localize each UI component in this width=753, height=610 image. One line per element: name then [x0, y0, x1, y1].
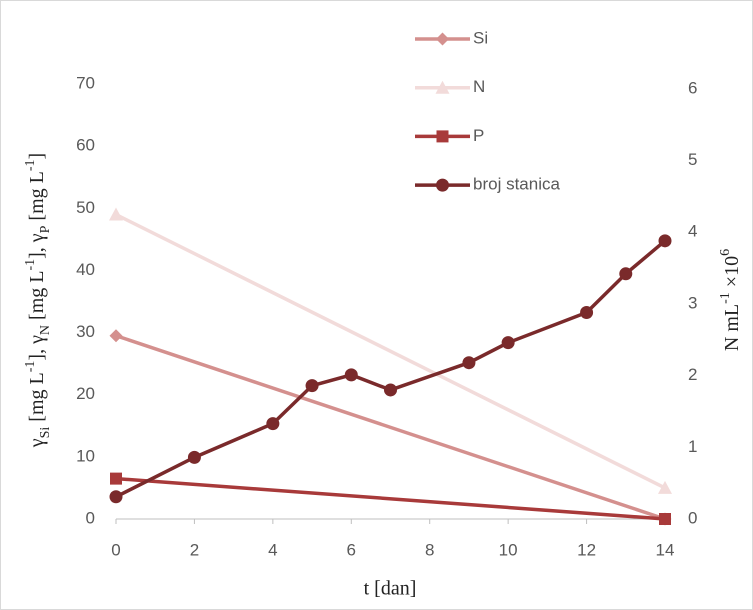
- marker: [436, 130, 449, 143]
- legend-label: Si: [473, 28, 488, 47]
- axis-title-part: γ: [26, 438, 48, 448]
- axis-title-part: [mg L: [26, 171, 48, 225]
- series-line: [115, 476, 666, 521]
- marker: [659, 513, 671, 525]
- axis-title-part: [mg L: [26, 372, 48, 426]
- marker: [109, 207, 123, 221]
- series-line: [115, 334, 666, 521]
- x-tick-label: 2: [190, 540, 199, 559]
- axis-title-part: -1: [23, 361, 38, 373]
- y-tick-label: 60: [76, 136, 95, 155]
- x-axis-title: t [dan]: [364, 578, 417, 600]
- marker: [580, 306, 594, 320]
- axis-title-part: ×10: [721, 256, 743, 292]
- marker: [435, 80, 450, 94]
- axis-title-part: [mg L: [26, 271, 48, 325]
- axis-title-part: ], γ: [26, 335, 48, 361]
- x-tick-label: 4: [268, 540, 277, 559]
- legend-label: broj stanica: [473, 175, 560, 194]
- axis-title-part: -1: [718, 292, 733, 304]
- legend-label: N: [473, 77, 485, 96]
- x-tick-label: 12: [577, 540, 596, 559]
- y2-tick-label: 4: [688, 222, 697, 241]
- marker: [266, 417, 280, 431]
- y2-tick-label: 5: [688, 150, 697, 169]
- y2-tick-label: 6: [688, 78, 697, 97]
- marker: [109, 329, 123, 343]
- legend-label: P: [473, 126, 484, 145]
- marker: [462, 356, 476, 370]
- y-axis-title: γSi [mg L-1], γN [mg L-1], γP [mg L-1]: [23, 153, 53, 448]
- y-tick-label: 10: [76, 446, 95, 465]
- y2-tick-label: 0: [688, 508, 697, 527]
- y-tick-label: 0: [86, 508, 95, 527]
- x-tick-label: 10: [499, 540, 518, 559]
- marker: [619, 267, 633, 281]
- marker: [305, 379, 319, 393]
- y2-tick-label: 1: [688, 437, 697, 456]
- marker: [384, 383, 397, 397]
- marker: [187, 450, 201, 464]
- series-line: [115, 212, 666, 490]
- marker: [344, 368, 358, 382]
- x-tick-label: 6: [347, 540, 356, 559]
- y-tick-label: 40: [76, 260, 95, 279]
- y2-axis-title: N mL-1 ×106: [718, 249, 743, 351]
- axis-title-part: ]: [26, 153, 48, 160]
- axis-title-part: P: [38, 225, 53, 233]
- axis-title-part: N: [38, 325, 53, 335]
- marker: [109, 490, 123, 504]
- axis-title-part: -1: [23, 159, 38, 171]
- marker: [501, 336, 515, 350]
- marker: [658, 234, 672, 248]
- axis-title-part: 6: [718, 249, 733, 256]
- y-tick-label: 50: [76, 198, 95, 217]
- marker: [436, 178, 449, 192]
- x-tick-label: 14: [656, 540, 675, 559]
- y2-tick-label: 2: [688, 365, 697, 384]
- axis-title-part: ], γ: [26, 233, 48, 259]
- marker: [658, 480, 672, 494]
- axis-title-part: N mL: [721, 304, 743, 351]
- y2-tick-label: 3: [688, 293, 697, 312]
- x-tick-label: 8: [425, 540, 434, 559]
- axis-title-part: Si: [38, 427, 53, 439]
- y-tick-label: 30: [76, 322, 95, 341]
- y-tick-label: 20: [76, 384, 95, 403]
- marker: [110, 472, 122, 485]
- axis-title-part: -1: [23, 259, 38, 271]
- x-tick-label: 0: [111, 540, 120, 559]
- y-tick-label: 70: [76, 74, 95, 93]
- marker: [436, 32, 449, 46]
